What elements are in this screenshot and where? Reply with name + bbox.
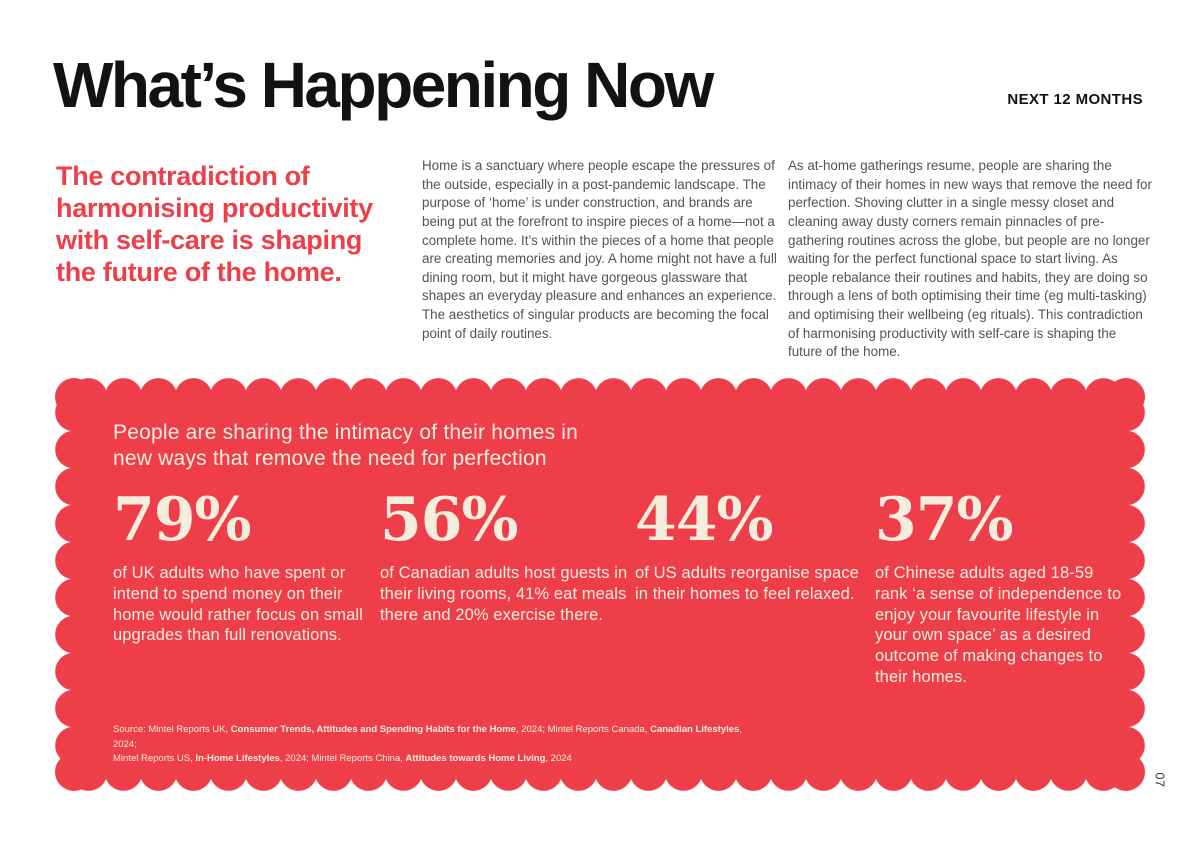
- stat-description: of US adults reorganise space in their h…: [635, 564, 859, 603]
- scallop-edge-top: [71, 378, 1129, 397]
- intro-paragraph-1: Home is a sanctuary where people escape …: [422, 158, 777, 341]
- stat-us: 44% of US adults reorganise space in the…: [635, 490, 867, 605]
- stat-value: 79%: [113, 485, 252, 555]
- stat-value: 37%: [875, 485, 1014, 555]
- stat-panel-title: People are sharing the intimacy of their…: [113, 420, 578, 471]
- stat-description: of Chinese adults aged 18-59 rank ‘a sen…: [875, 564, 1122, 686]
- scallop-edge-left: [55, 394, 74, 775]
- stat-china: 37% of Chinese adults aged 18-59 rank ‘a…: [875, 490, 1123, 688]
- stat-panel-title-line2: new ways that remove the need for perfec…: [113, 446, 547, 470]
- scallop-edge-right: [1126, 394, 1145, 775]
- page-number: 07: [1152, 772, 1167, 788]
- stat-panel-title-line1: People are sharing the intimacy of their…: [113, 421, 579, 444]
- stat-panel: People are sharing the intimacy of their…: [55, 378, 1145, 791]
- stat-description: of UK adults who have spent or intend to…: [113, 564, 363, 645]
- scallop-edge-bottom: [71, 772, 1129, 791]
- intro-headline: The contradiction of harmonising product…: [56, 161, 373, 288]
- stat-value: 56%: [380, 485, 519, 555]
- section-kicker: NEXT 12 MONTHS: [1007, 91, 1143, 108]
- stat-panel-background: [74, 397, 1126, 772]
- stat-canada: 56% of Canadian adults host guests in th…: [380, 490, 632, 625]
- stat-uk: 79% of UK adults who have spent or inten…: [113, 490, 371, 646]
- source-line-2: Mintel Reports US, In-Home Lifestyles, 2…: [113, 753, 572, 765]
- stat-value: 44%: [635, 485, 774, 555]
- intro-paragraph-2: As at-home gatherings resume, people are…: [788, 158, 1152, 360]
- source-citation: Source: Mintel Reports UK, Consumer Tren…: [113, 723, 753, 767]
- stat-description: of Canadian adults host guests in their …: [380, 564, 628, 624]
- page-title: What’s Happening Now: [53, 49, 714, 121]
- source-line-1: Source: Mintel Reports UK, Consumer Tren…: [113, 724, 742, 750]
